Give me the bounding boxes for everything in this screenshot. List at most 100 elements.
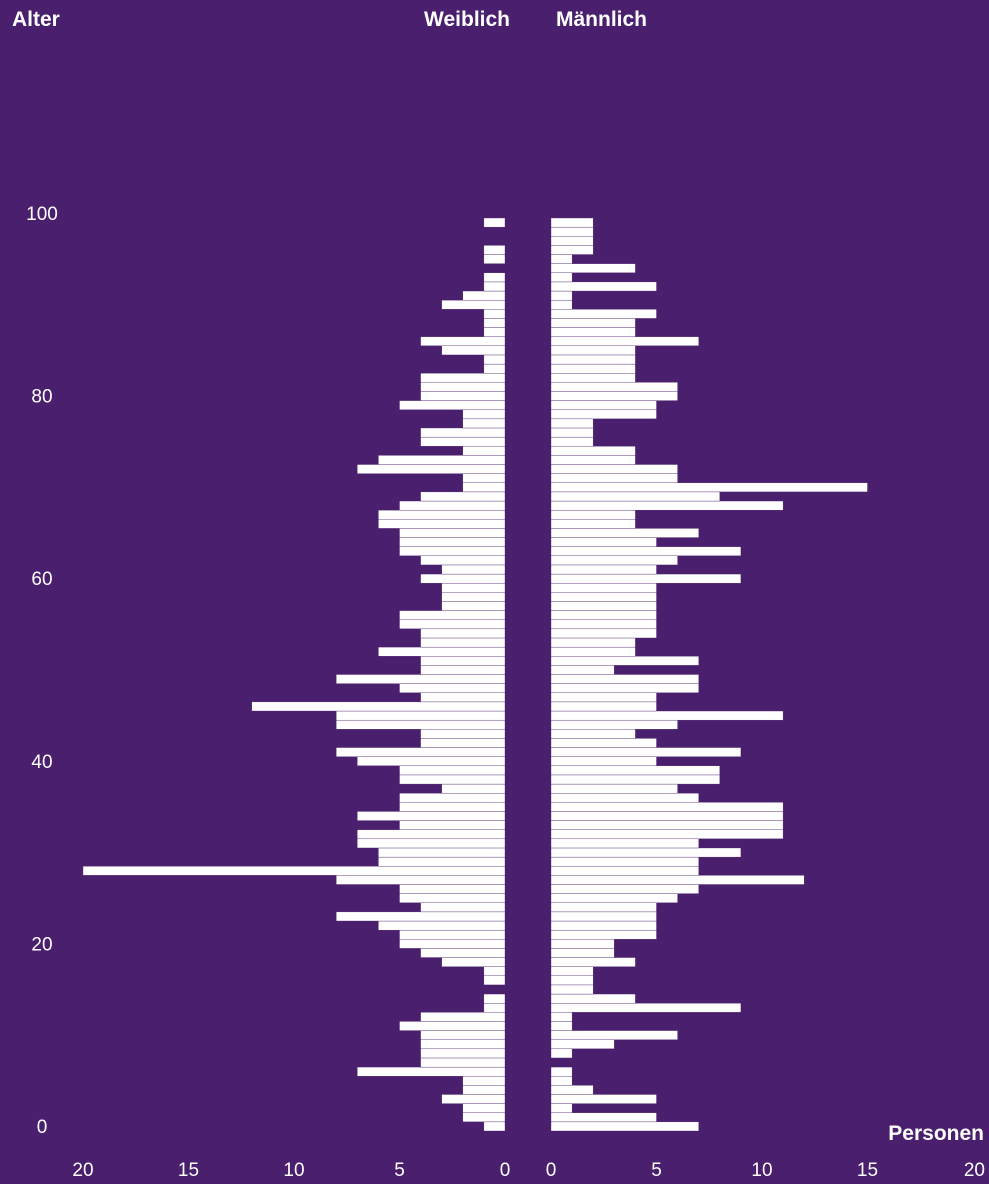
male-bar-age-59 bbox=[550, 583, 657, 593]
female-bar-age-70 bbox=[462, 482, 506, 493]
x-tick-female-15: 15 bbox=[178, 1160, 199, 1181]
male-bar-age-85 bbox=[550, 345, 636, 356]
female-bar-age-26 bbox=[399, 884, 506, 894]
male-series-title: Männlich bbox=[556, 8, 647, 31]
female-bar-age-23 bbox=[336, 911, 506, 922]
female-bar-age-36 bbox=[399, 793, 506, 803]
female-bar-age-38 bbox=[399, 774, 506, 785]
female-bar-age-20 bbox=[399, 939, 506, 949]
male-bar-age-83 bbox=[550, 363, 636, 374]
female-bar-age-89 bbox=[483, 309, 506, 319]
x-tick-male-15: 15 bbox=[857, 1160, 878, 1181]
female-bar-age-44 bbox=[336, 719, 506, 730]
y-tick-60: 60 bbox=[31, 569, 52, 590]
male-bar-age-8 bbox=[550, 1048, 573, 1059]
female-bar-age-11 bbox=[399, 1021, 506, 1031]
female-bar-age-54 bbox=[420, 628, 506, 639]
female-bar-age-8 bbox=[420, 1048, 506, 1059]
male-bar-age-36 bbox=[550, 793, 699, 803]
female-bar-age-46 bbox=[251, 701, 506, 712]
x-tick-female-5: 5 bbox=[394, 1160, 405, 1181]
female-bar-age-53 bbox=[420, 637, 506, 648]
female-bar-age-33 bbox=[399, 820, 506, 830]
male-bar-age-99 bbox=[550, 217, 594, 228]
male-bar-age-48 bbox=[550, 683, 699, 693]
female-bar-age-72 bbox=[357, 464, 506, 474]
female-bar-age-71 bbox=[462, 473, 506, 483]
female-bar-age-51 bbox=[420, 656, 506, 666]
x-tick-male-0: 0 bbox=[546, 1160, 557, 1181]
male-bar-age-91 bbox=[550, 290, 573, 301]
male-bar-age-39 bbox=[550, 765, 720, 776]
male-bar-age-33 bbox=[550, 820, 784, 830]
male-bar-age-52 bbox=[550, 646, 636, 657]
female-bar-age-66 bbox=[378, 519, 506, 529]
female-bar-age-32 bbox=[357, 829, 506, 840]
female-bar-age-99 bbox=[483, 217, 506, 228]
male-bar-age-94 bbox=[550, 263, 636, 273]
x-tick-female-20: 20 bbox=[72, 1160, 93, 1181]
male-bar-age-56 bbox=[550, 610, 657, 620]
female-bar-age-37 bbox=[441, 783, 506, 794]
female-bar-age-30 bbox=[378, 847, 506, 858]
female-bar-age-81 bbox=[420, 382, 506, 392]
male-bar-age-27 bbox=[550, 875, 805, 885]
female-bar-age-22 bbox=[378, 920, 506, 931]
female-bar-age-1 bbox=[462, 1112, 506, 1123]
female-bar-age-41 bbox=[336, 747, 506, 757]
male-bar-age-77 bbox=[550, 418, 594, 429]
male-bar-age-66 bbox=[550, 519, 636, 529]
male-bar-age-98 bbox=[550, 226, 594, 237]
female-bar-age-76 bbox=[420, 427, 506, 438]
male-bar-age-25 bbox=[550, 893, 678, 903]
male-bar-age-61 bbox=[550, 564, 657, 575]
female-bar-age-83 bbox=[483, 363, 506, 374]
male-bar-age-34 bbox=[550, 811, 784, 821]
female-bar-age-17 bbox=[483, 966, 506, 976]
male-bar-age-90 bbox=[550, 299, 573, 310]
male-bar-age-29 bbox=[550, 856, 699, 867]
female-bar-age-2 bbox=[462, 1103, 506, 1113]
male-bar-age-72 bbox=[550, 464, 678, 474]
female-bar-age-29 bbox=[378, 856, 506, 867]
female-bar-age-55 bbox=[399, 619, 506, 630]
male-bar-age-96 bbox=[550, 245, 594, 255]
female-bar-age-47 bbox=[420, 692, 506, 703]
x-tick-labels: 20 15 10 5 0 0 5 10 15 20 bbox=[72, 1160, 985, 1181]
female-bar-age-85 bbox=[441, 345, 506, 356]
male-bar-age-81 bbox=[550, 382, 678, 392]
male-bar-age-80 bbox=[550, 391, 678, 401]
female-bar-age-86 bbox=[420, 336, 506, 346]
female-bar-age-74 bbox=[462, 446, 506, 456]
male-bar-age-71 bbox=[550, 473, 678, 483]
female-bar-age-40 bbox=[357, 756, 506, 766]
male-bar-age-67 bbox=[550, 509, 636, 520]
male-bar-age-57 bbox=[550, 601, 657, 611]
male-bar-age-73 bbox=[550, 455, 636, 465]
female-bar-age-60 bbox=[420, 573, 506, 584]
y-tick-20: 20 bbox=[31, 934, 52, 955]
male-bar-age-82 bbox=[550, 373, 636, 383]
male-bar-age-47 bbox=[550, 692, 657, 703]
x-tick-female-10: 10 bbox=[283, 1160, 304, 1181]
female-bar-age-59 bbox=[441, 583, 506, 593]
male-bar-age-21 bbox=[550, 929, 657, 940]
female-bars bbox=[82, 217, 506, 1132]
male-bar-age-10 bbox=[550, 1030, 678, 1040]
y-tick-100: 100 bbox=[26, 204, 58, 225]
y-axis-title: Alter bbox=[12, 8, 60, 31]
female-bar-age-78 bbox=[462, 409, 506, 420]
female-bar-age-19 bbox=[420, 948, 506, 958]
female-bar-age-25 bbox=[399, 893, 506, 903]
male-bar-age-53 bbox=[550, 637, 636, 648]
female-bar-age-62 bbox=[420, 555, 506, 566]
male-bar-age-35 bbox=[550, 802, 784, 812]
female-bar-age-61 bbox=[441, 564, 506, 575]
female-bar-age-16 bbox=[483, 975, 506, 986]
male-bar-age-1 bbox=[550, 1112, 657, 1123]
male-bar-age-69 bbox=[550, 491, 720, 502]
female-series-title: Weiblich bbox=[424, 8, 510, 31]
female-bar-age-3 bbox=[441, 1094, 506, 1104]
female-bar-age-48 bbox=[399, 683, 506, 693]
male-bar-age-42 bbox=[550, 738, 657, 748]
